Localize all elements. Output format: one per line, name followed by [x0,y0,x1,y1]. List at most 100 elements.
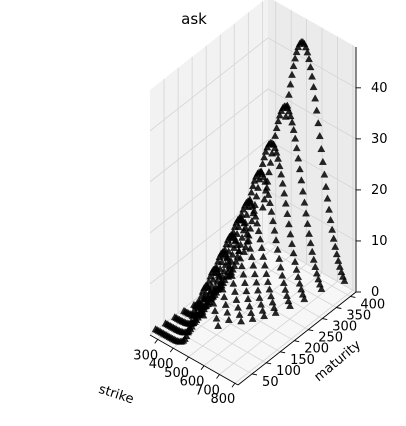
data-point [258,306,267,314]
x-tick-label: 600 [180,375,205,390]
data-point [249,182,257,190]
data-point [323,194,332,202]
data-point [252,192,261,200]
data-point [230,222,239,230]
data-point [188,311,197,319]
data-point [251,270,259,278]
data-point [206,272,215,280]
data-point [247,308,255,316]
data-point [292,144,301,152]
data-point [261,147,270,155]
y-tick-label: 300 [332,320,357,335]
data-point [267,292,275,300]
data-point [331,242,340,250]
data-point [314,275,323,283]
data-point [276,263,285,271]
x-tick-label: 500 [164,366,189,381]
data-point [315,132,324,139]
data-point [250,176,259,184]
data-point [257,244,266,251]
data-point [302,43,310,51]
data-point [308,72,316,80]
x-tick [154,339,159,344]
data-point [267,207,276,215]
data-point [285,220,293,228]
data-point [239,205,248,213]
data-point [221,300,230,308]
data-point [278,179,287,187]
data-point [273,245,282,253]
data-point [227,271,236,279]
data-point [261,177,270,185]
data-point [326,216,335,224]
data-point [212,314,221,322]
data-point [265,168,273,176]
x-tick-label: 300 [133,348,158,363]
z-tick-label: 0 [371,285,379,300]
data-point [234,303,242,311]
data-point [264,277,272,285]
data-point [211,306,219,314]
data-point [255,293,264,301]
data-point [275,254,284,262]
y-tick [294,340,300,343]
data-point [244,236,253,244]
data-point [214,321,222,329]
grid-line-y-floor [234,268,323,319]
data-point [236,254,245,262]
y-tick [336,307,342,309]
data-point [275,162,284,170]
data-point [232,295,241,303]
data-point [231,287,239,295]
data-point [268,298,277,306]
x-tick [216,374,220,379]
data-point [241,278,249,286]
data-point [332,250,341,258]
x-tick [169,347,174,353]
chart-title: ask [181,10,207,28]
data-point [182,332,191,340]
data-point [289,249,298,257]
data-point [214,257,222,265]
data-point [223,253,232,261]
data-point [328,225,336,233]
data-point [224,315,233,323]
grid-line-z-left [149,88,269,183]
x-tick-label: 800 [210,392,235,407]
data-point [192,309,201,317]
data-point [279,279,288,286]
data-point [222,240,231,248]
data-point [314,119,323,127]
z-tick-label: 10 [371,234,388,249]
data-point [252,278,261,286]
data-point [243,229,252,237]
pane-back [268,0,356,292]
data-point [209,299,218,307]
data-point [270,226,279,234]
data-point [247,217,256,225]
data-point [286,112,295,120]
data-point [197,292,205,300]
data-point [280,189,289,197]
data-point [260,153,269,161]
data-point [241,223,250,231]
data-point [311,94,320,102]
data-point [288,118,296,126]
data-point [248,314,257,322]
data-point [286,80,295,88]
x-axis-line [149,334,239,386]
data-point [224,258,233,266]
data-point [271,131,279,139]
data-point [266,158,275,166]
data-point [249,261,258,269]
grid-line-z-left [149,139,269,234]
data-point [291,54,299,62]
x-tick [185,356,189,362]
data-point [312,106,321,114]
y-tick-label: 100 [276,364,301,379]
data-point [244,295,252,302]
data-point [198,287,207,295]
data-point [247,188,256,196]
data-point [300,198,309,206]
